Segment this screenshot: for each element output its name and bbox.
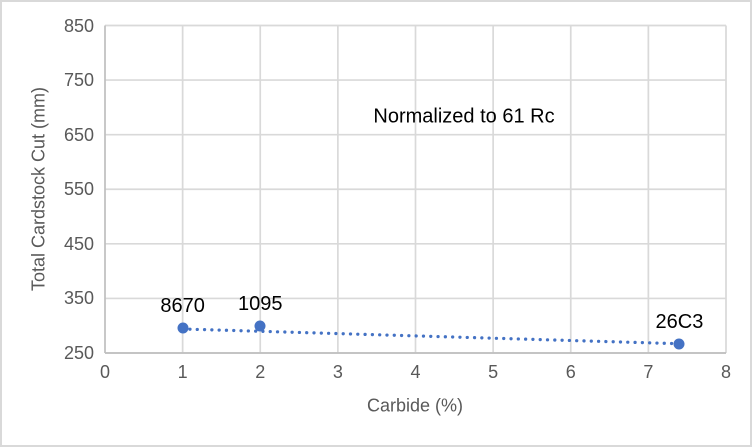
data-point-label: 26C3 <box>655 310 704 333</box>
y-tick-label: 350 <box>63 288 94 309</box>
chart-annotation: Normalized to 61 Rc <box>373 105 555 128</box>
data-point-label: 8670 <box>160 295 205 318</box>
trendline <box>181 327 682 346</box>
x-tick-label: 6 <box>565 362 576 382</box>
y-tick-label: 650 <box>63 124 94 145</box>
x-tick-label: 2 <box>255 362 266 382</box>
x-tick-label: 0 <box>99 362 110 382</box>
y-tick-label: 450 <box>63 233 94 254</box>
y-tick-label: 250 <box>63 343 94 363</box>
data-point-marker <box>177 322 189 334</box>
x-tick-label: 8 <box>720 362 731 382</box>
data-point-marker <box>254 320 266 332</box>
y-tick-label: 550 <box>63 179 94 200</box>
y-tick-label: 750 <box>63 70 94 91</box>
x-tick-label: 1 <box>177 362 188 382</box>
x-axis-title: Carbide (%) <box>366 395 464 416</box>
x-tick-label: 3 <box>332 362 343 382</box>
x-tick-label: 7 <box>643 362 654 382</box>
data-point-marker <box>673 338 685 350</box>
x-tick-label: 4 <box>410 362 421 382</box>
y-tick-label: 850 <box>63 15 94 36</box>
data-point-label: 1095 <box>238 292 283 315</box>
x-tick-label: 5 <box>488 362 499 382</box>
